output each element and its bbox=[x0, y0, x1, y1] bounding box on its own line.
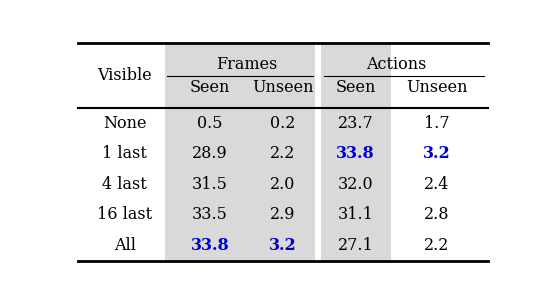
Text: 27.1: 27.1 bbox=[338, 237, 374, 254]
Text: Seen: Seen bbox=[336, 79, 376, 96]
Text: 23.7: 23.7 bbox=[338, 115, 374, 132]
Text: 4 last: 4 last bbox=[102, 176, 147, 193]
Text: 2.2: 2.2 bbox=[270, 145, 295, 162]
Text: 28.9: 28.9 bbox=[192, 145, 228, 162]
Text: 0.2: 0.2 bbox=[270, 115, 295, 132]
Text: Unseen: Unseen bbox=[406, 79, 468, 96]
Text: Actions: Actions bbox=[366, 56, 427, 73]
Text: 16 last: 16 last bbox=[97, 206, 152, 224]
Text: 31.1: 31.1 bbox=[338, 206, 374, 224]
Text: 33.8: 33.8 bbox=[336, 145, 375, 162]
Text: Visible: Visible bbox=[97, 67, 152, 84]
Text: 2.8: 2.8 bbox=[424, 206, 450, 224]
Text: 1.7: 1.7 bbox=[424, 115, 450, 132]
Text: 2.4: 2.4 bbox=[424, 176, 449, 193]
Text: 3.2: 3.2 bbox=[423, 145, 451, 162]
Text: 33.8: 33.8 bbox=[191, 237, 230, 254]
Text: 3.2: 3.2 bbox=[269, 237, 297, 254]
Text: Unseen: Unseen bbox=[252, 79, 314, 96]
Text: 2.2: 2.2 bbox=[424, 237, 449, 254]
Text: 32.0: 32.0 bbox=[338, 176, 374, 193]
Text: 1 last: 1 last bbox=[102, 145, 147, 162]
Text: Frames: Frames bbox=[216, 56, 277, 73]
Text: None: None bbox=[103, 115, 146, 132]
Text: 2.9: 2.9 bbox=[270, 206, 296, 224]
Text: 0.5: 0.5 bbox=[198, 115, 223, 132]
Text: 31.5: 31.5 bbox=[192, 176, 228, 193]
Text: All: All bbox=[114, 237, 136, 254]
Text: Seen: Seen bbox=[190, 79, 230, 96]
Text: 2.0: 2.0 bbox=[270, 176, 295, 193]
Text: 33.5: 33.5 bbox=[192, 206, 228, 224]
